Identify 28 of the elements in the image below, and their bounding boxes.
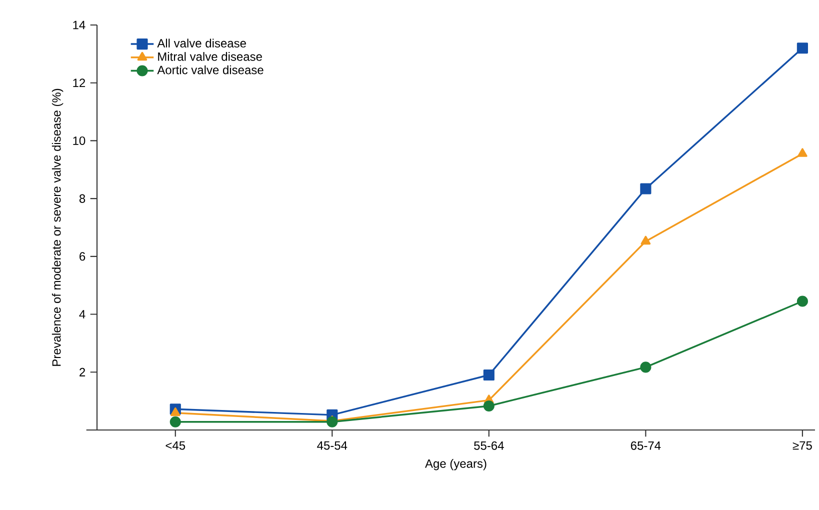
point <box>483 369 494 381</box>
x-tick-label: 65-74 <box>630 441 661 450</box>
x-tick-label: 55-64 <box>474 441 504 450</box>
y-tick-label: 14 <box>73 20 86 30</box>
y-tick-label: 12 <box>73 78 86 88</box>
y-axis-title: Prevalence of moderate or severe valve disease (%) <box>52 88 64 366</box>
x-tick-label: 45-54 <box>317 441 348 450</box>
point <box>170 416 181 428</box>
point <box>483 400 494 412</box>
y-tick-label: 10 <box>73 136 86 145</box>
legend-label: All valve disease <box>157 38 246 48</box>
y-tick-label: 6 <box>80 252 86 261</box>
point <box>796 42 808 54</box>
point <box>640 236 651 245</box>
x-tick-label: <45 <box>166 441 186 450</box>
y-tick-label: 4 <box>79 310 86 318</box>
x-axis-title: Age (years) <box>425 459 486 470</box>
point <box>798 148 808 157</box>
y-tick-label: 8 <box>79 194 86 203</box>
point <box>640 183 652 194</box>
y-tick-label: 2 <box>80 368 86 376</box>
point <box>326 416 338 428</box>
x-tick-label: ≥75 <box>792 441 812 450</box>
legend-label: Aortic valve disease <box>157 65 264 74</box>
point <box>170 407 180 416</box>
point <box>640 362 652 373</box>
legend-label: Mitral valve disease <box>158 52 262 61</box>
point <box>796 296 808 307</box>
